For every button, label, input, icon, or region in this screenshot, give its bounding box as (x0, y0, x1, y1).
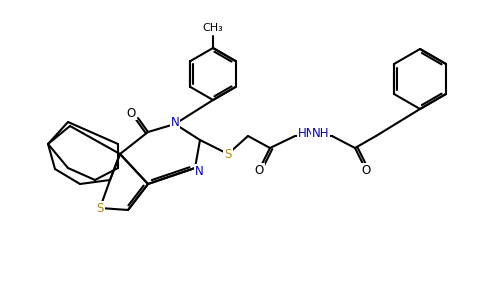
Text: O: O (362, 164, 371, 176)
Text: S: S (96, 202, 104, 214)
Text: NH: NH (311, 126, 329, 139)
Text: O: O (254, 164, 264, 176)
Text: O: O (126, 106, 135, 120)
Text: N: N (171, 116, 180, 128)
Text: CH₃: CH₃ (203, 23, 223, 33)
Text: N: N (194, 164, 203, 178)
Text: S: S (224, 147, 232, 160)
Text: HN: HN (298, 126, 315, 139)
